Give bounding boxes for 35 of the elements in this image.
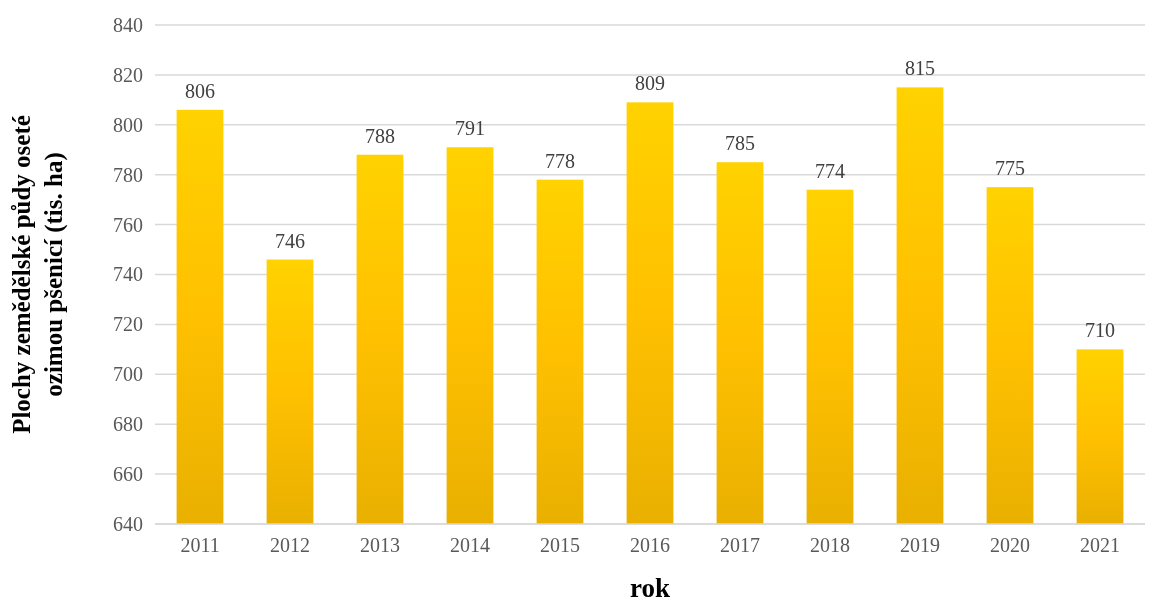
data-label: 710: [1085, 319, 1115, 342]
x-tick-label: 2020: [990, 534, 1030, 557]
x-tick-label: 2016: [630, 534, 670, 557]
y-tick-label: 760: [113, 213, 143, 236]
y-tick-label: 840: [113, 13, 143, 36]
data-label: 746: [275, 229, 305, 252]
data-label: 774: [815, 159, 845, 182]
y-tick-label: 740: [113, 263, 143, 286]
y-tick-label: 660: [113, 463, 143, 485]
y-tick-label: 720: [113, 313, 143, 336]
y-tick-label: 780: [113, 163, 143, 186]
data-label: 788: [365, 124, 395, 147]
y-tick-label: 700: [113, 363, 143, 386]
x-tick-label: 2018: [810, 534, 850, 557]
x-tick-label: 2017: [720, 534, 760, 557]
x-tick-label: 2013: [360, 534, 400, 557]
x-tick-label: 2019: [900, 534, 940, 557]
y-tick-label: 640: [113, 512, 143, 535]
y-tick-label: 680: [113, 413, 143, 436]
x-tick-label: 2014: [450, 534, 490, 557]
y-axis-title: Plochy zemědělské půdy oseté ozimou pšenicí (tis. ha): [8, 115, 68, 434]
data-label: 806: [185, 79, 215, 102]
data-label: 809: [635, 72, 665, 95]
data-label: 778: [545, 149, 575, 172]
data-label: 785: [725, 132, 755, 155]
y-tick-label: 820: [113, 63, 143, 86]
data-label: 791: [455, 117, 485, 140]
data-label: 815: [905, 57, 935, 80]
x-axis-title: rok: [629, 573, 671, 603]
x-tick-label: 2021: [1080, 534, 1120, 557]
x-tick-label: 2012: [270, 534, 310, 557]
x-tick-label: 2015: [540, 534, 580, 557]
data-label: 775: [995, 157, 1025, 180]
y-tick-label: 800: [113, 113, 143, 136]
x-tick-label: 2011: [180, 534, 220, 557]
